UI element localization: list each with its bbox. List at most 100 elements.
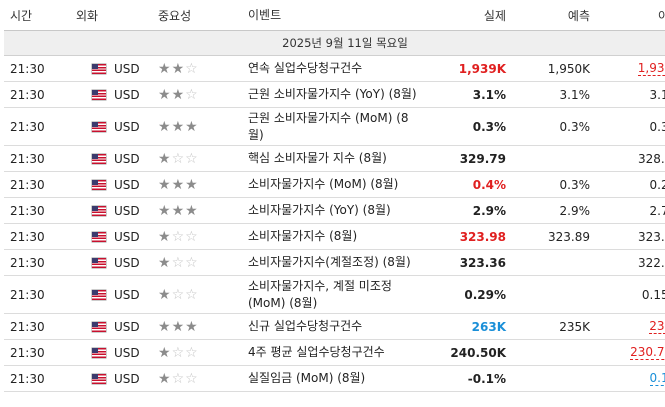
star-filled-icon: ★ xyxy=(158,286,172,303)
calendar-table: 시간 외화 중요성 이벤트 실제 예측 이전 2025년 9월 11일 목요일 … xyxy=(4,0,665,392)
table-row[interactable]: 21:30 USD ★★☆ 근원 소비자물가지수 (YoY) (8월) 3.1% 3.1%… xyxy=(4,81,665,108)
us-flag-icon xyxy=(92,89,106,100)
star-empty-icon: ☆ xyxy=(185,344,199,361)
event-time: 21:30 xyxy=(4,197,70,224)
us-flag-icon xyxy=(92,205,106,216)
event-name[interactable]: 연속 실업수당청구건수 xyxy=(242,55,430,82)
us-flag-icon xyxy=(92,289,106,300)
star-filled-icon: ★ xyxy=(158,202,172,219)
importance-stars: ★☆☆ xyxy=(158,229,199,245)
previous-value: 328.66 xyxy=(638,151,665,166)
event-name[interactable]: 실질임금 (MoM) (8월) xyxy=(242,365,430,392)
table-row[interactable]: 21:30 USD ★★★ 근원 소비자물가지수 (MoM) (8월) 0.3% 0.3%… xyxy=(4,107,665,146)
us-flag-icon xyxy=(92,347,106,358)
event-name[interactable]: 소비자물가지수, 계절 미조정 (MoM) (8월) xyxy=(242,275,430,314)
event-name[interactable]: 핵심 소비자물가 지수 (8월) xyxy=(242,145,430,172)
star-filled-icon: ★ xyxy=(171,176,186,193)
currency-cell: USD xyxy=(70,275,152,314)
header-actual[interactable]: 실제 xyxy=(430,0,512,31)
actual-cell: 0.29% xyxy=(430,275,512,314)
table-row[interactable]: 21:30 USD ★☆☆ 소비자물가지수, 계절 미조정 (MoM) (8월) 0.2… xyxy=(4,275,665,314)
table-row[interactable]: 21:30 USD ★★★ 소비자물가지수 (MoM) (8월) 0.4% 0.3% 0.2… xyxy=(4,171,665,198)
star-empty-icon: ☆ xyxy=(185,150,199,167)
table-row[interactable]: 21:30 USD ★★★ 소비자물가지수 (YoY) (8월) 2.9% 2.9% 2.7… xyxy=(4,197,665,224)
currency-code: USD xyxy=(114,371,140,386)
importance-cell: ★★★ xyxy=(152,197,242,224)
event-name[interactable]: 소비자물가지수 (8월) xyxy=(242,223,430,250)
forecast-value xyxy=(512,249,596,276)
previous-value[interactable]: 1,939K xyxy=(637,61,665,76)
star-filled-icon: ★ xyxy=(185,176,199,193)
actual-value: 329.79 xyxy=(459,151,506,166)
currency-code: USD xyxy=(114,203,140,218)
us-flag-icon xyxy=(92,179,106,190)
event-time: 21:30 xyxy=(4,275,70,314)
star-empty-icon: ☆ xyxy=(171,254,186,271)
header-time[interactable]: 시간 xyxy=(4,0,70,31)
star-empty-icon: ☆ xyxy=(171,370,186,387)
star-empty-icon: ☆ xyxy=(185,60,199,77)
event-name[interactable]: 소비자물가지수 (MoM) (8월) xyxy=(242,171,430,198)
importance-cell: ★★★ xyxy=(152,107,242,146)
event-name[interactable]: 근원 소비자물가지수 (MoM) (8월) xyxy=(242,107,430,146)
previous-cell: 2.7% xyxy=(596,197,665,224)
header-importance[interactable]: 중요성 xyxy=(152,0,242,31)
actual-value: 0.4% xyxy=(472,177,506,192)
forecast-value: 323.89 xyxy=(512,223,596,250)
event-time: 21:30 xyxy=(4,339,70,366)
currency-cell: USD xyxy=(70,81,152,108)
event-time: 21:30 xyxy=(4,223,70,250)
star-filled-icon: ★ xyxy=(185,118,199,135)
importance-cell: ★★★ xyxy=(152,313,242,340)
star-filled-icon: ★ xyxy=(185,202,199,219)
importance-stars: ★☆☆ xyxy=(158,151,199,167)
event-name[interactable]: 신규 실업수당청구건수 xyxy=(242,313,430,340)
actual-value: 2.9% xyxy=(472,203,506,218)
event-time: 21:30 xyxy=(4,171,70,198)
us-flag-icon xyxy=(92,373,106,384)
previous-cell: 230.75K xyxy=(596,339,665,366)
previous-value: 0.3% xyxy=(649,119,665,134)
event-name[interactable]: 4주 평균 실업수당청구건수 xyxy=(242,339,430,366)
event-name[interactable]: 근원 소비자물가지수 (YoY) (8월) xyxy=(242,81,430,108)
actual-value: 323.98 xyxy=(459,229,506,244)
currency-code: USD xyxy=(114,87,140,102)
previous-value[interactable]: 0.1% xyxy=(649,371,665,386)
star-empty-icon: ☆ xyxy=(185,370,199,387)
header-event[interactable]: 이벤트 xyxy=(242,0,430,31)
actual-cell: 3.1% xyxy=(430,81,512,108)
star-filled-icon: ★ xyxy=(171,60,186,77)
table-header-row: 시간 외화 중요성 이벤트 실제 예측 이전 xyxy=(4,0,665,31)
event-name[interactable]: 소비자물가지수(계절조정) (8월) xyxy=(242,249,430,276)
previous-value: 0.2% xyxy=(649,177,665,192)
date-row: 2025년 9월 11일 목요일 xyxy=(4,30,665,56)
event-name[interactable]: 소비자물가지수 (YoY) (8월) xyxy=(242,197,430,224)
importance-cell: ★☆☆ xyxy=(152,249,242,276)
importance-cell: ★☆☆ xyxy=(152,339,242,366)
previous-value: 2.7% xyxy=(649,203,665,218)
forecast-value xyxy=(512,365,596,392)
previous-value[interactable]: 230.75K xyxy=(630,345,665,360)
previous-cell: 323.05 xyxy=(596,223,665,250)
forecast-value xyxy=(512,339,596,366)
header-currency[interactable]: 외화 xyxy=(70,0,152,31)
currency-cell: USD xyxy=(70,223,152,250)
importance-cell: ★☆☆ xyxy=(152,145,242,172)
star-empty-icon: ☆ xyxy=(171,344,186,361)
actual-cell: 240.50K xyxy=(430,339,512,366)
actual-cell: 323.98 xyxy=(430,223,512,250)
header-previous[interactable]: 이전 xyxy=(596,0,665,31)
actual-cell: 1,939K xyxy=(430,55,512,82)
star-filled-icon: ★ xyxy=(158,150,172,167)
previous-value[interactable]: 236K xyxy=(649,319,665,334)
date-label: 2025년 9월 11일 목요일 xyxy=(4,30,665,56)
star-filled-icon: ★ xyxy=(171,86,186,103)
header-forecast[interactable]: 예측 xyxy=(512,0,596,31)
